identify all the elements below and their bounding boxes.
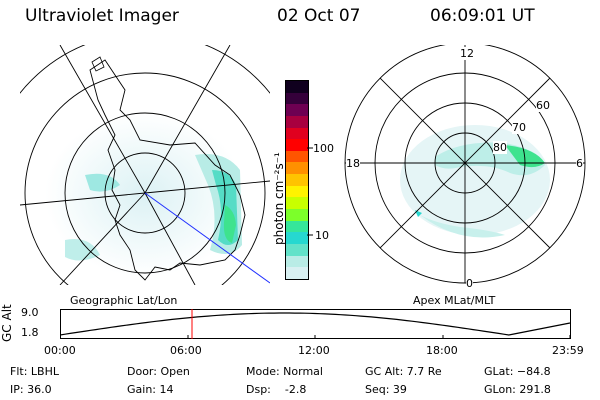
colorbar-segment (286, 220, 308, 233)
geographic-caption: Geographic Lat/Lon (70, 294, 178, 307)
lon-line (144, 180, 270, 194)
info-glon: GLon: 291.8 (484, 383, 551, 396)
lon-line (20, 192, 146, 206)
colorbar-segment (286, 162, 308, 175)
mlat-label-60: 60 (536, 99, 550, 112)
lon-line (59, 192, 146, 285)
colorbar-segment (286, 197, 308, 210)
emission-background (45, 113, 245, 277)
info-ip: IP: 36.0 (10, 383, 52, 396)
emission-patch-west (85, 173, 120, 192)
mlt-label-0: 0 (466, 277, 473, 290)
mlat-label-80: 80 (493, 141, 507, 154)
altitude-ytick-9: 9.0 (21, 306, 39, 319)
lat-circle-60 (24, 72, 266, 285)
altitude-xtick-2359: 23:59 (552, 344, 584, 357)
noon-midnight-line (144, 192, 270, 284)
altitude-curve (60, 312, 571, 336)
info-seq: Seq: 39 (365, 383, 407, 396)
mlt-diagonal (379, 77, 551, 249)
colorbar (285, 80, 309, 280)
colorbar-segment (286, 104, 308, 116)
info-door: Door: Open (127, 365, 190, 378)
altitude-xtick-0000: 00:00 (44, 344, 76, 357)
lon-line (144, 192, 196, 285)
apex-caption: Apex MLat/MLT (413, 294, 496, 307)
colorbar-segment (286, 150, 308, 163)
colorbar-segment (286, 139, 308, 151)
emission-patch-south (65, 239, 100, 261)
apex-polar-map (344, 45, 586, 284)
emission-background (400, 125, 550, 235)
colorbar-tick-label-10: 10 (315, 229, 329, 242)
colorbar-segment (286, 174, 308, 186)
geographic-map (20, 45, 270, 285)
lon-line (59, 45, 146, 194)
altitude-ytick-1-8: 1.8 (21, 326, 39, 339)
info-gcalt: GC Alt: 7.7 Re (365, 365, 442, 378)
altitude-xtick-1200: 12:00 (298, 344, 330, 357)
colorbar-segment (286, 255, 308, 268)
altitude-plot (60, 309, 571, 339)
date-label: 02 Oct 07 (277, 6, 361, 26)
lon-line (144, 45, 231, 194)
mlt-label-12: 12 (460, 47, 474, 60)
colorbar-tick-label-100: 100 (313, 142, 334, 155)
info-flt: Flt: LBHL (10, 365, 59, 378)
info-dsp: Dsp: -2.8 (246, 383, 307, 396)
island-outline (91, 56, 105, 72)
continent-outline (89, 59, 246, 281)
colorbar-segment (286, 115, 308, 128)
emission-nightside (420, 215, 505, 238)
mlt-label-6: 6 (576, 157, 583, 170)
colorbar-label: photon cm⁻²s⁻¹ (272, 152, 286, 245)
mlat-label-70: 70 (512, 121, 526, 134)
colorbar-segment (286, 92, 308, 105)
colorbar-segment (286, 232, 308, 244)
lat-circle-70 (64, 112, 226, 274)
colorbar-segment (286, 209, 308, 221)
colorbar-segment (286, 267, 308, 279)
lat-circle-80 (104, 152, 186, 234)
time-label: 06:09:01 UT (430, 6, 535, 26)
instrument-title: Ultraviolet Imager (25, 6, 179, 26)
colorbar-segment (286, 127, 308, 140)
info-gain: Gain: 14 (127, 383, 174, 396)
colorbar-segment (286, 81, 308, 93)
colorbar-segment (286, 243, 308, 256)
altitude-xtick-0600: 06:00 (170, 344, 202, 357)
emission-band-core (223, 205, 236, 243)
info-glat: GLat: −84.8 (484, 365, 551, 378)
info-mode: Mode: Normal (246, 365, 323, 378)
altitude-ylabel: GC Alt (0, 304, 14, 342)
altitude-xtick-1800: 18:00 (426, 344, 458, 357)
colorbar-ticks (307, 147, 313, 236)
mlt-label-18: 18 (346, 157, 360, 170)
colorbar-segment (286, 185, 308, 198)
